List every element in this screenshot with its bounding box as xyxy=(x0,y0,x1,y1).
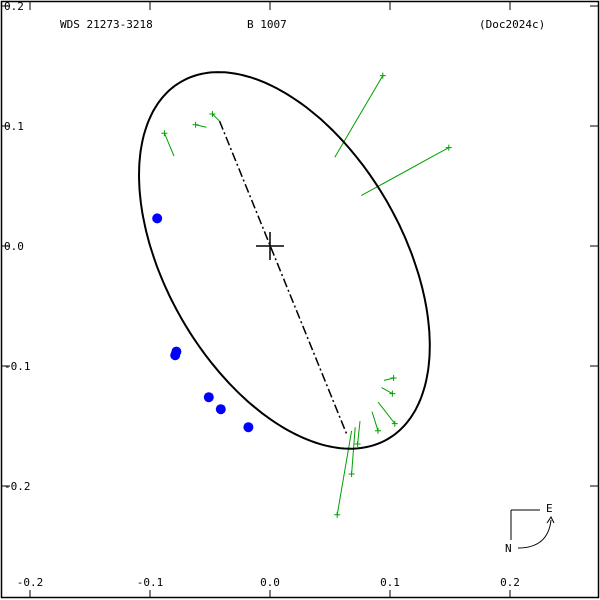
micrometer-point xyxy=(379,72,386,79)
micrometer-point xyxy=(354,441,361,447)
orbit-reference: (Doc2024c) xyxy=(479,18,545,31)
line-of-nodes xyxy=(218,120,348,435)
micrometer-point xyxy=(334,511,341,518)
micrometer-point xyxy=(161,130,168,137)
residual-line xyxy=(381,387,393,395)
y-tick-label: 0.2 xyxy=(4,0,24,13)
primary-star-marker xyxy=(256,232,284,260)
speckle-point xyxy=(152,213,163,224)
y-tick-label: 0.1 xyxy=(4,120,24,133)
micrometer-point xyxy=(375,427,381,434)
x-tick-label: 0.0 xyxy=(260,576,280,589)
speckle-point xyxy=(243,422,254,433)
speckle-point xyxy=(215,404,226,415)
residual-line xyxy=(377,401,396,424)
residual-line xyxy=(334,75,384,158)
y-tick-label: -0.2 xyxy=(4,480,31,493)
micrometer-point xyxy=(209,111,216,117)
x-tick-label: -0.2 xyxy=(17,576,44,589)
micrometer-point xyxy=(348,471,355,477)
compass-arrow xyxy=(517,519,552,549)
residual-line xyxy=(357,421,361,445)
speckle-point xyxy=(203,392,214,403)
residual-line xyxy=(351,427,356,475)
speckle-point xyxy=(170,350,181,361)
interferometric-measures xyxy=(152,213,254,433)
orbit-ellipse xyxy=(137,71,431,450)
compass-east-label: E xyxy=(546,502,553,515)
x-tick-label: 0.2 xyxy=(500,576,520,589)
compass: E N xyxy=(505,502,555,555)
discoverer-code: B 1007 xyxy=(247,18,287,31)
micrometer-point xyxy=(391,420,398,427)
primary-cross xyxy=(256,232,284,260)
residual-line xyxy=(336,430,353,515)
x-tick-label: -0.1 xyxy=(137,576,164,589)
residual-line xyxy=(163,133,175,157)
x-axis-ticks: -0.2 -0.1 0.0 0.1 0.2 xyxy=(17,2,520,598)
compass-north-label: N xyxy=(505,542,512,555)
micrometer-point xyxy=(192,121,199,128)
residual-line xyxy=(371,411,379,431)
y-tick-label: -0.1 xyxy=(4,360,31,373)
micrometer-point xyxy=(445,144,452,151)
compass-arrow-head xyxy=(546,516,555,524)
micrometer-point xyxy=(389,390,396,397)
micrometer-point xyxy=(390,375,397,381)
y-axis-ticks: 0.2 0.1 0.0 -0.1 -0.2 xyxy=(2,0,598,493)
residual-line xyxy=(212,113,220,122)
x-tick-label: 0.1 xyxy=(380,576,400,589)
residual-line xyxy=(360,147,450,197)
star-designation: WDS 21273-3218 xyxy=(60,18,153,31)
compass-axes xyxy=(510,509,540,540)
y-tick-label: 0.0 xyxy=(4,240,24,253)
micrometer-measures xyxy=(161,72,452,518)
